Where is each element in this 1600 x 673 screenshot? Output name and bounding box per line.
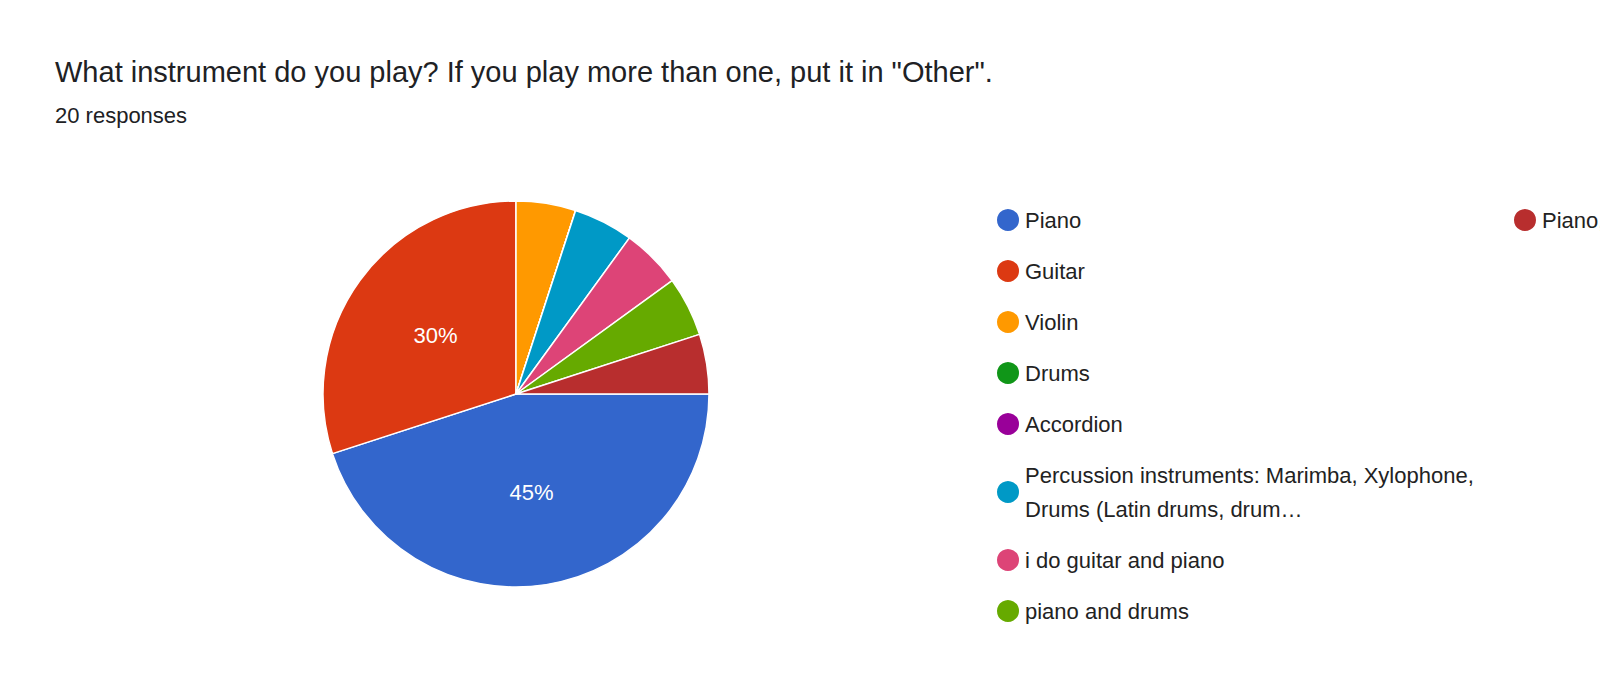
svg-text:Drums (Latin drums, drum…: Drums (Latin drums, drum…: [1025, 497, 1303, 522]
svg-text:i do guitar and piano: i do guitar and piano: [1025, 548, 1224, 573]
svg-text:30%: 30%: [413, 323, 457, 348]
svg-text:Violin: Violin: [1025, 310, 1078, 335]
svg-text:20 responses: 20 responses: [55, 103, 187, 128]
svg-text:piano and drums: piano and drums: [1025, 599, 1189, 624]
svg-text:What instrument do you play? I: What instrument do you play? If you play…: [55, 56, 993, 88]
svg-text:45%: 45%: [510, 480, 554, 505]
svg-text:Guitar: Guitar: [1025, 259, 1085, 284]
svg-text:Drums: Drums: [1025, 361, 1090, 386]
svg-text:Percussion instruments: Marimb: Percussion instruments: Marimba, Xylopho…: [1025, 463, 1480, 488]
svg-text:Accordion: Accordion: [1025, 412, 1123, 437]
svg-text:Piano, violin: Piano, violin: [1542, 208, 1600, 233]
svg-text:Piano: Piano: [1025, 208, 1081, 233]
